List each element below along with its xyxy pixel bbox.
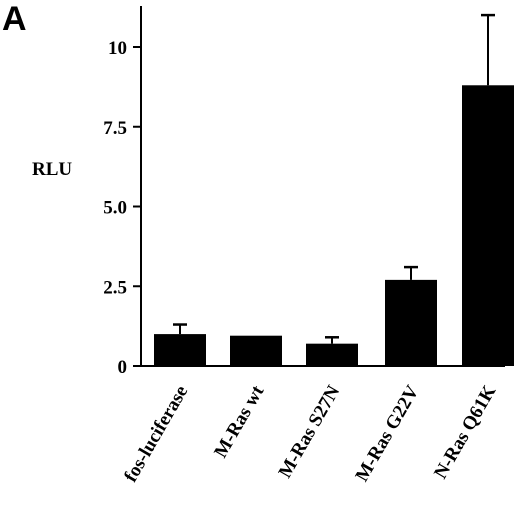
- category-labels: fos-luciferase M-Ras wt M-Ras S27N M-Ras G2…: [120, 381, 500, 485]
- y-tick-label: 0: [118, 357, 128, 378]
- x-category-label: M-Ras S27N: [275, 382, 345, 482]
- bar-m-ras-wt: [230, 335, 282, 366]
- error-bars: [173, 13, 495, 344]
- x-category-label: N-Ras Q61K: [430, 382, 500, 483]
- x-category-label: M-Ras wt: [210, 381, 268, 461]
- bars: [154, 85, 514, 366]
- bar-fos-luciferase: [154, 334, 206, 366]
- bar-m-ras-s27n: [306, 343, 358, 366]
- x-category-label: M-Ras G22V: [352, 382, 424, 486]
- y-tick-label: 10: [108, 38, 127, 59]
- y-tick-label: 2.5: [103, 277, 127, 298]
- y-tick-label: 7.5: [103, 118, 127, 139]
- panel-letter: A: [2, 0, 27, 38]
- bar-n-ras-q61k: [462, 85, 514, 366]
- bar-m-ras-g22v: [385, 279, 437, 366]
- y-ticks: 0 2.5 5.0 7.5 10: [103, 38, 141, 378]
- x-category-label: fos-luciferase: [120, 382, 192, 486]
- y-tick-label: 5.0: [103, 198, 127, 219]
- y-axis-label: RLU: [32, 159, 72, 180]
